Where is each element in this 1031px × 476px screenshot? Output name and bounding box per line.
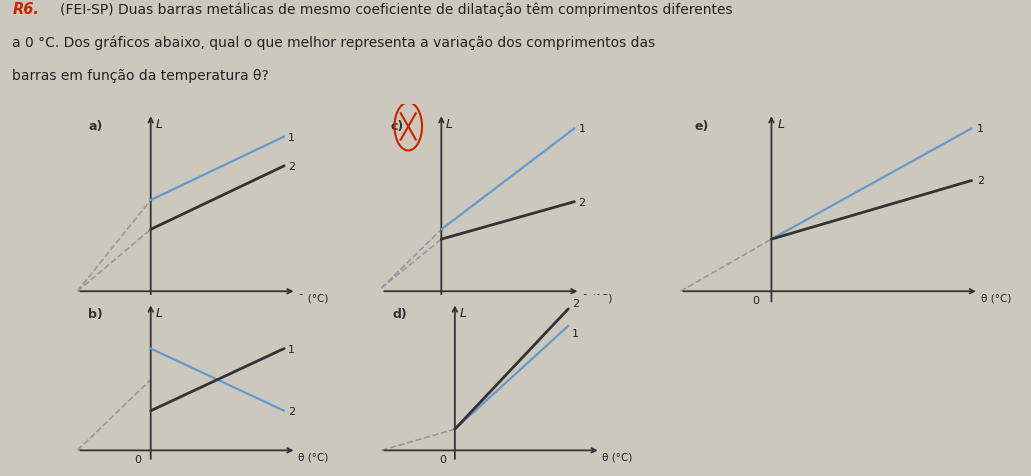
Text: 2: 2	[288, 406, 295, 416]
Text: 1: 1	[977, 124, 984, 134]
Text: barras em função da temperatura θ?: barras em função da temperatura θ?	[12, 69, 269, 83]
Text: a 0 °C. Dos gráficos abaixo, qual o que melhor representa a variação dos comprim: a 0 °C. Dos gráficos abaixo, qual o que …	[12, 36, 656, 50]
Text: 0: 0	[439, 454, 445, 464]
Text: 2: 2	[288, 161, 295, 171]
Text: θ (°C): θ (°C)	[581, 293, 612, 303]
Text: 0: 0	[752, 296, 759, 306]
Text: θ (°C): θ (°C)	[298, 293, 329, 303]
Text: 2: 2	[977, 176, 985, 186]
Text: L: L	[777, 118, 785, 131]
Text: L: L	[445, 118, 453, 131]
Text: a): a)	[89, 119, 103, 133]
Text: 0: 0	[135, 296, 141, 306]
Text: θ (°C): θ (°C)	[298, 451, 329, 461]
Text: e): e)	[694, 119, 708, 133]
Text: 1: 1	[578, 124, 586, 134]
Text: 1: 1	[288, 132, 295, 142]
Text: 1: 1	[288, 344, 295, 354]
Text: (FEI-SP) Duas barras metálicas de mesmo coeficiente de dilatação têm comprimento: (FEI-SP) Duas barras metálicas de mesmo …	[60, 2, 732, 17]
Text: 1: 1	[572, 328, 579, 338]
Text: L: L	[156, 118, 162, 131]
Text: b): b)	[89, 307, 103, 320]
Text: 2: 2	[578, 197, 586, 207]
Text: R6.: R6.	[12, 2, 39, 17]
Text: 0: 0	[426, 296, 433, 306]
Text: c): c)	[391, 119, 404, 133]
Text: 0: 0	[135, 454, 141, 464]
Text: 2: 2	[572, 298, 579, 308]
Text: θ (°C): θ (°C)	[982, 293, 1011, 303]
Text: θ (°C): θ (°C)	[602, 451, 633, 461]
Text: L: L	[460, 306, 466, 319]
Text: d): d)	[393, 307, 407, 320]
Text: L: L	[156, 306, 162, 319]
